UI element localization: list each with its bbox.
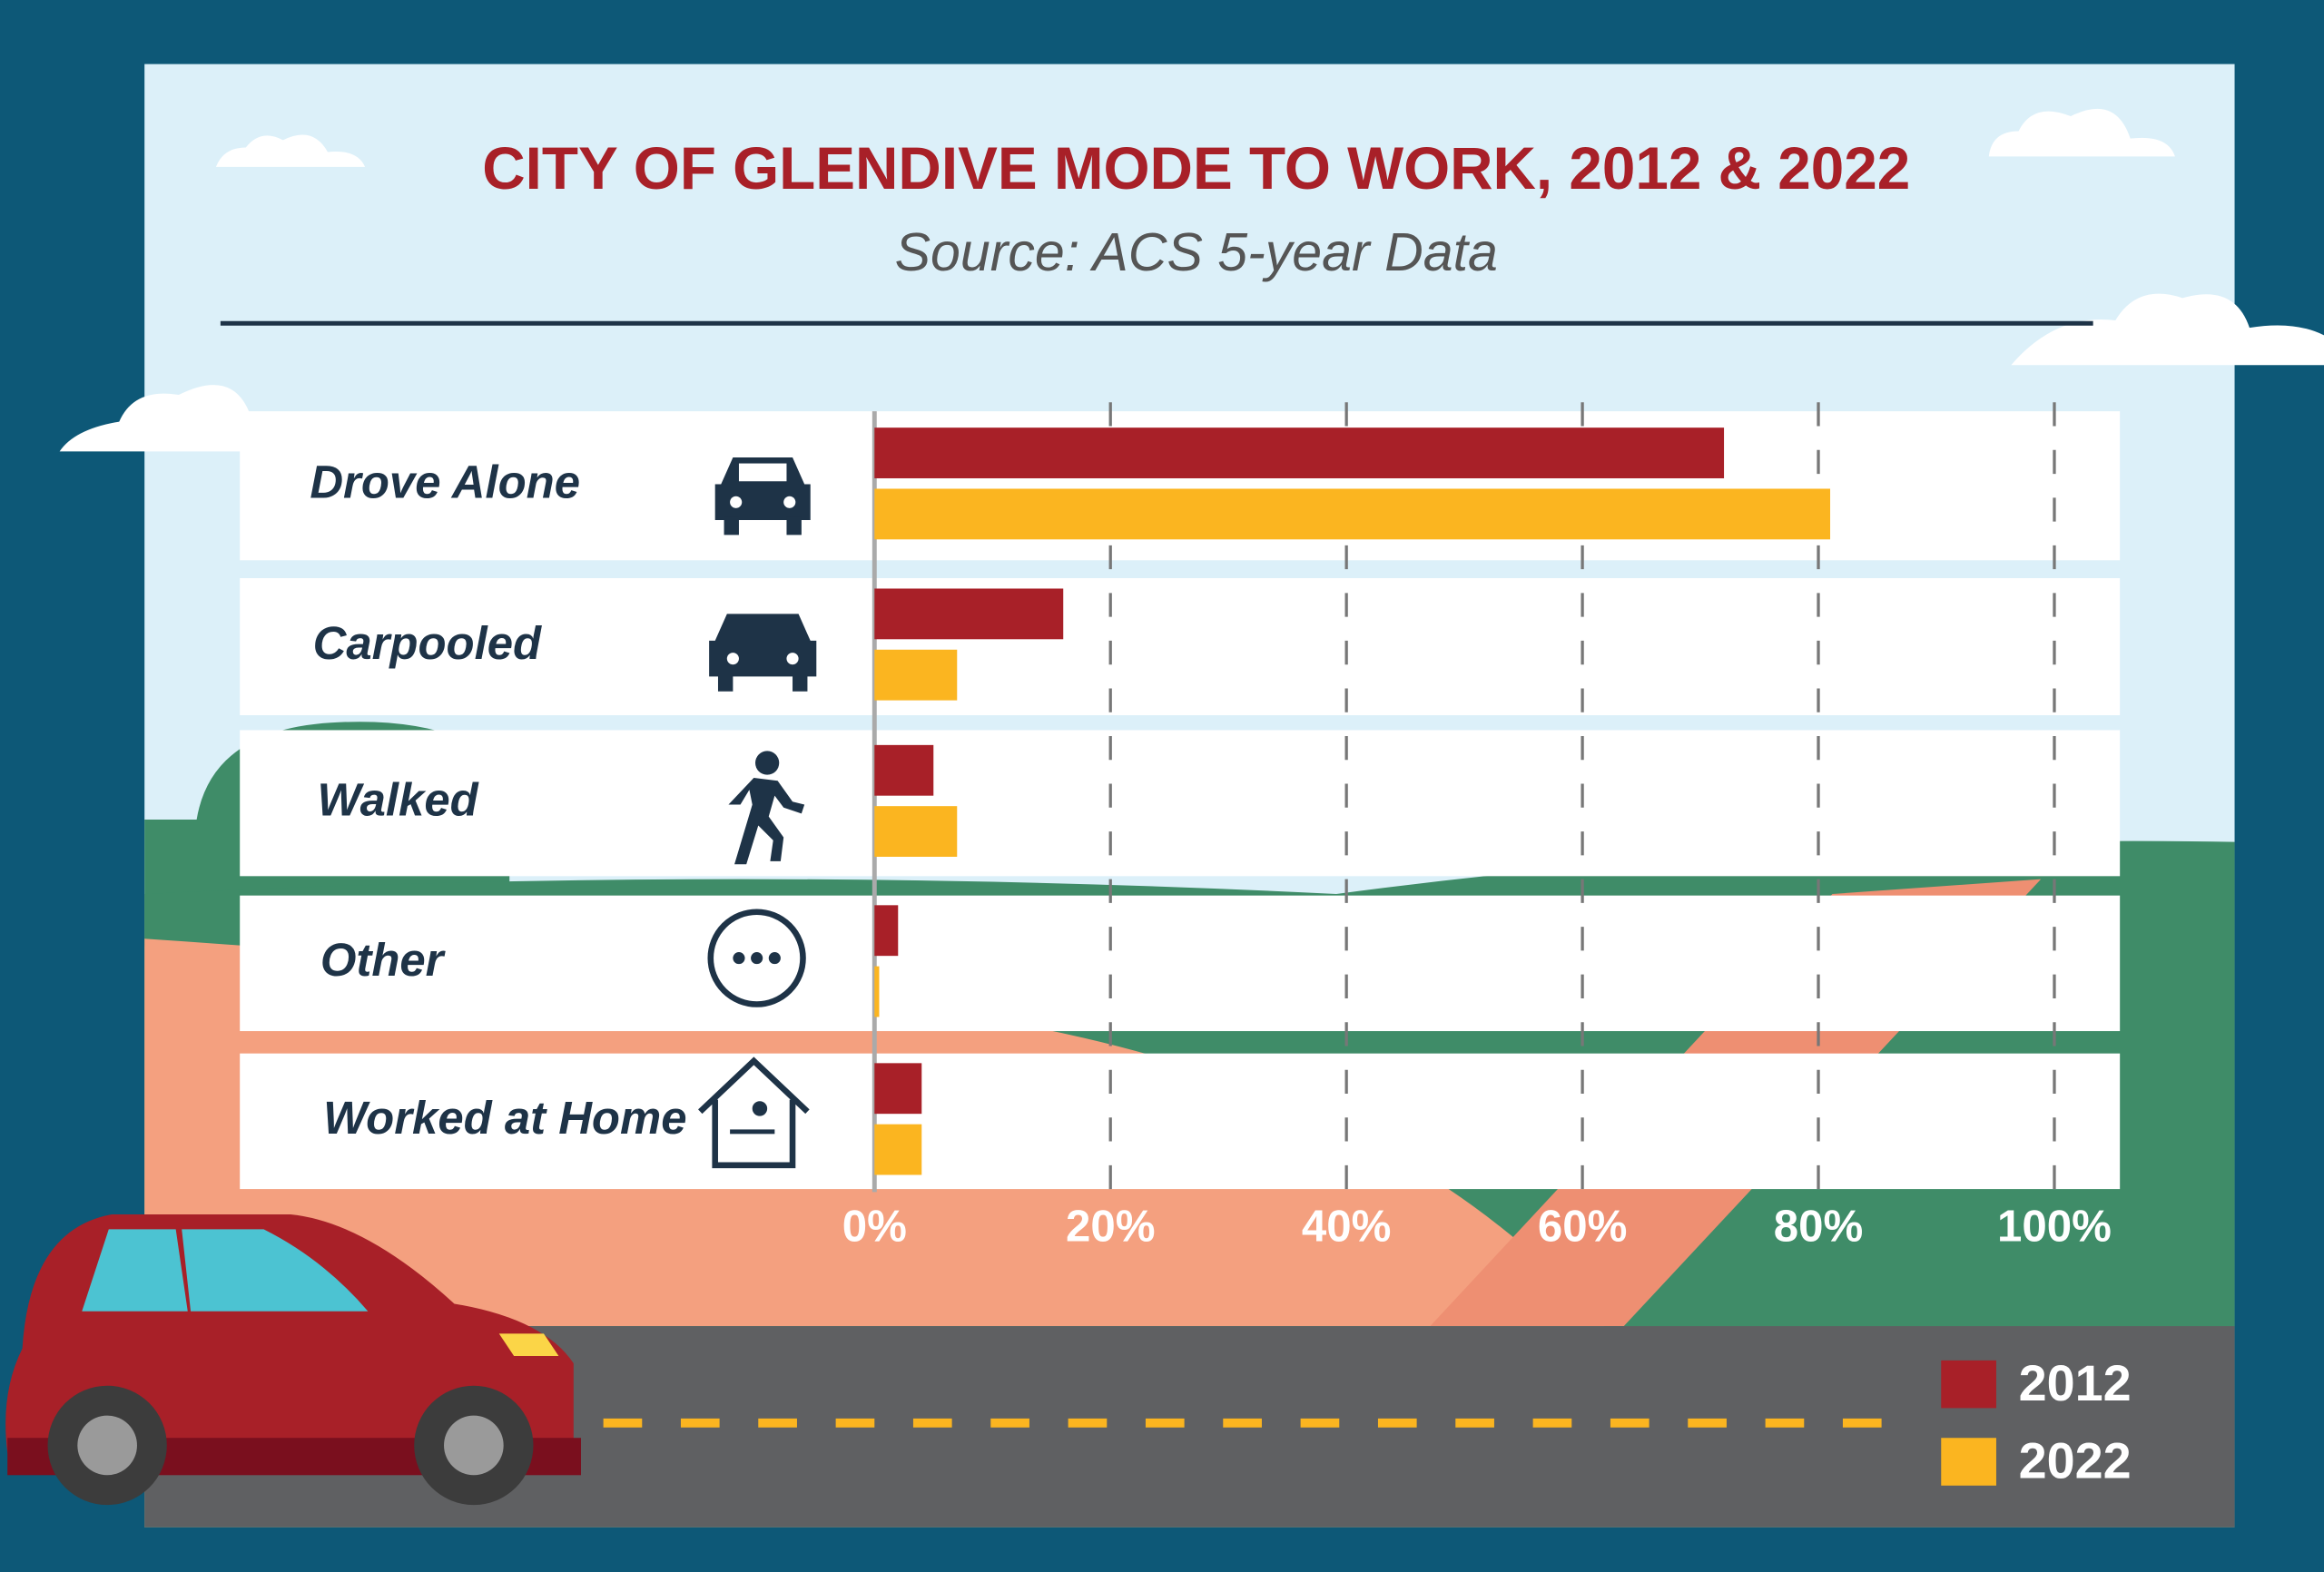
category-label: Drove Alone [310,457,580,508]
bar [874,744,934,796]
bar [874,649,958,701]
row-panel [240,1053,2121,1190]
x-tick-label: 20% [1066,1201,1156,1251]
icon-other [707,909,806,1007]
x-tick-label: 60% [1538,1201,1628,1251]
bar [874,905,899,957]
icon-home [698,1056,810,1169]
icons [698,457,817,1169]
legend-label: 2022 [2019,1432,2132,1489]
bar [874,1063,922,1115]
row-panel [240,730,2121,877]
car [5,1213,581,1506]
row-panel [240,577,2121,716]
category-label: Other [320,934,447,986]
legend-swatch [1941,1360,1996,1409]
chart-title: CITY OF GLENDIVE MODE TO WORK, 2012 & 20… [482,135,1910,201]
chart-subtitle: Source: ACS 5-year Data [895,222,1498,282]
x-tick-label: 0% [842,1201,907,1251]
legend-swatch [1941,1438,1996,1486]
x-tick-label: 100% [1997,1201,2112,1251]
icon-car [714,457,811,535]
legend-label: 2012 [2019,1354,2132,1411]
bar [874,488,1831,540]
bar [874,427,1725,478]
icon-walk [728,751,805,865]
bar [874,1124,922,1175]
row-panel [240,895,2121,1032]
icon-carpool [709,614,817,692]
x-tick-label: 80% [1774,1201,1864,1251]
bar [874,806,958,857]
bar [874,966,880,1017]
x-tick-label: 40% [1302,1201,1392,1251]
rows: Drove Alone Carpooled Walked Other Worked at… [240,411,2121,1190]
category-label: Carpooled [313,617,542,669]
bar [874,588,1064,640]
category-label: Walked [318,773,479,825]
legend: 2012 2022 [1941,1354,2132,1489]
plot: 0% 20% 40% 60% 80% 100% [842,402,2112,1251]
category-label: Worked at Home [323,1092,686,1144]
